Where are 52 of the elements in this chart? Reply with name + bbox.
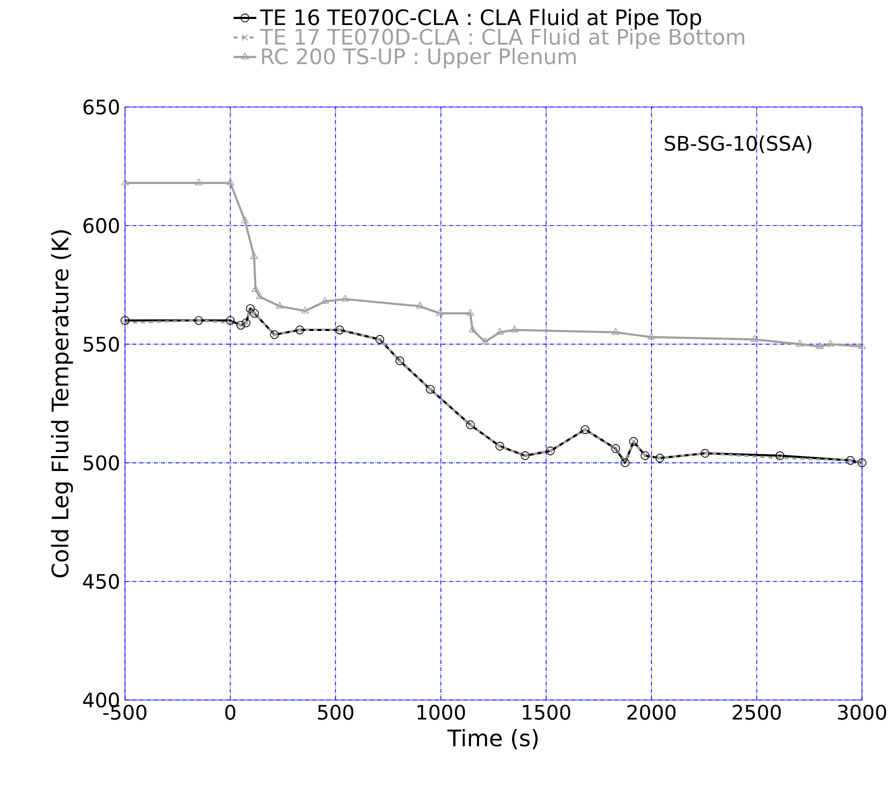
- point: [416, 302, 424, 309]
- y-tick-label: 650: [84, 99, 119, 115]
- point: [241, 216, 249, 224]
- point: [826, 340, 834, 347]
- x-tick-label: 500: [318, 704, 354, 720]
- legend-label: TE 17 TE070D-CLA : CLA Fluid at Pipe Bottom: [260, 28, 744, 49]
- y-tick-label: 550: [84, 336, 119, 352]
- point: [301, 306, 309, 314]
- point: [620, 458, 630, 468]
- point: [481, 337, 489, 344]
- point: [227, 320, 234, 326]
- point: [622, 457, 628, 464]
- point: [250, 252, 258, 259]
- y-tick-label: 450: [83, 574, 119, 589]
- point: [256, 292, 264, 300]
- x-tick-label: 2500: [732, 704, 781, 720]
- y-tick-label: 500: [84, 455, 119, 470]
- point: [341, 294, 349, 302]
- y-tick-label: 600: [84, 218, 119, 234]
- point: [226, 316, 235, 325]
- point: [496, 328, 504, 335]
- point: [247, 308, 254, 314]
- annotation: SB-SG-10(SSA): [664, 135, 812, 154]
- point: [246, 304, 255, 314]
- point: [122, 320, 128, 326]
- x-axis-title: Time (s): [447, 728, 538, 750]
- point: [776, 454, 784, 462]
- point: [276, 302, 284, 309]
- x-tick-label: 1500: [522, 704, 570, 720]
- point: [750, 335, 758, 342]
- point: [466, 308, 474, 316]
- x-tick-label: 1000: [418, 704, 465, 720]
- point: [648, 332, 656, 340]
- x-tick-label: 0: [225, 704, 236, 720]
- point: [510, 326, 518, 332]
- x-tick-label: 2000: [627, 704, 676, 720]
- point: [775, 451, 784, 460]
- point: [468, 326, 476, 332]
- point: [796, 340, 804, 347]
- legend-label: TE 16 TE070C-CLA : CLA Fluid at Pipe Top: [260, 8, 702, 30]
- point: [612, 328, 620, 335]
- x-tick-label: 3000: [838, 704, 886, 720]
- point: [120, 316, 130, 325]
- point: [121, 178, 129, 186]
- point: [226, 178, 234, 186]
- point: [436, 308, 444, 316]
- y-axis-title: Cold Leg Fluid Temperature (K): [51, 230, 73, 578]
- point: [858, 342, 866, 349]
- point: [194, 178, 203, 186]
- point: [816, 342, 824, 349]
- legend-label: RC 200 TS-UP : Upper Plenum: [262, 48, 576, 69]
- point: [321, 297, 329, 304]
